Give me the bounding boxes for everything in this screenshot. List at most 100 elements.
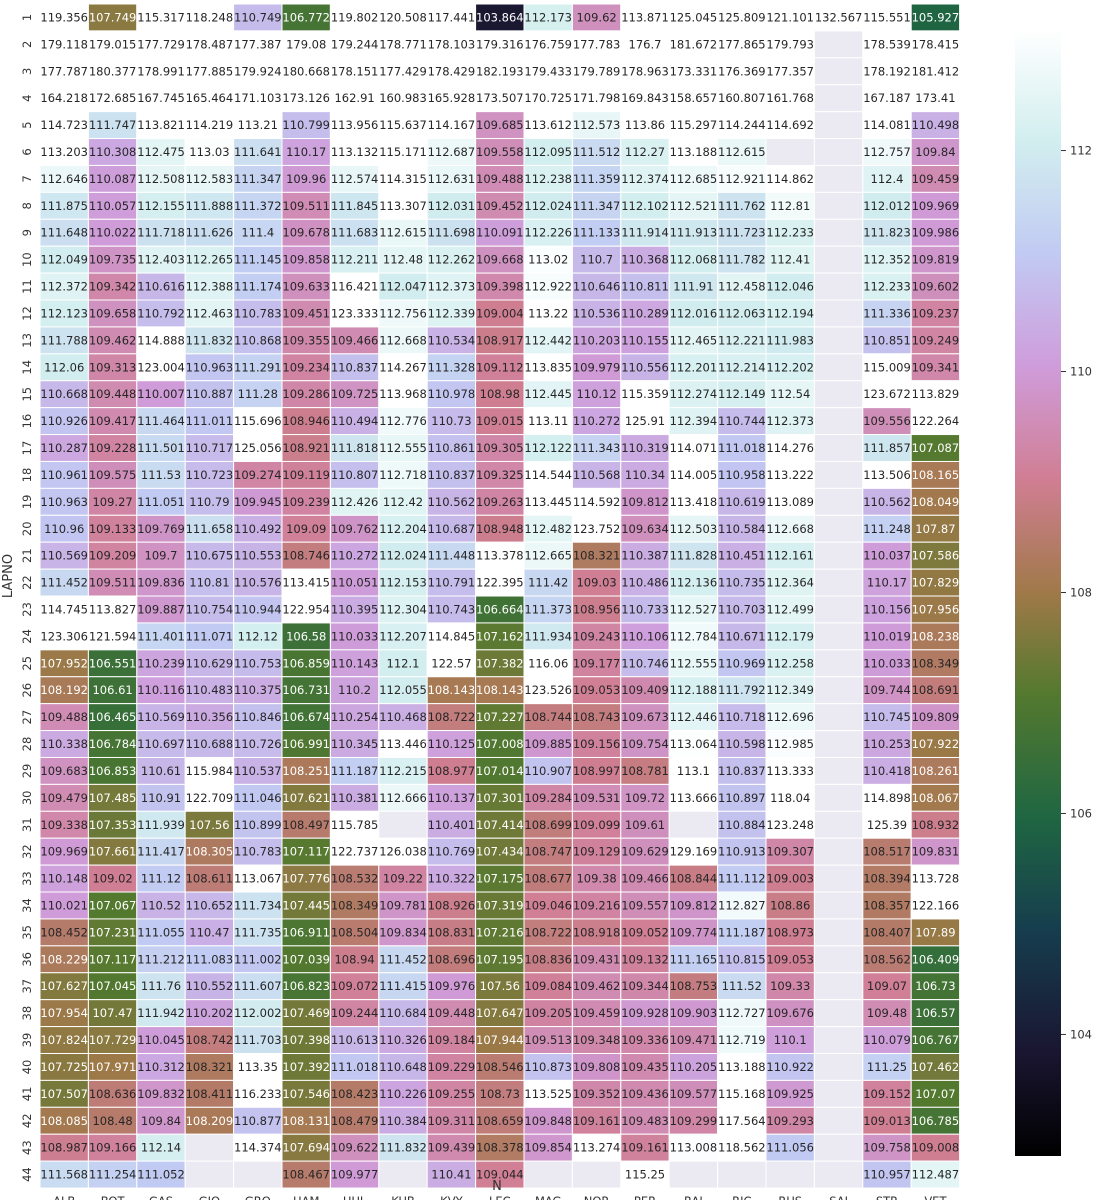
heatmap-cell — [281, 1079, 331, 1108]
heatmap-cell — [39, 649, 89, 678]
cell-value-label: 109.299 — [670, 1114, 718, 1128]
x-tick-label: HUL — [343, 1194, 367, 1200]
heatmap-cell — [136, 1052, 186, 1081]
cell-value-label: 114.692 — [766, 118, 814, 132]
heatmap-cell — [184, 30, 235, 59]
cell-value-label: 112.685 — [670, 172, 718, 186]
cell-value-label: 118.248 — [186, 10, 234, 24]
heatmap-cell — [571, 1052, 622, 1081]
heatmap-cell — [87, 353, 138, 382]
heatmap-cell — [87, 999, 138, 1028]
y-tick-label: 42 — [20, 1113, 34, 1128]
heatmap-cells: 119.356 107.749 115.317 118.248 110.749 106.7… — [39, 3, 961, 1189]
cell-value-label: 112.095 — [524, 145, 572, 159]
cell-value-label: 107.507 — [40, 1087, 88, 1101]
heatmap-cell — [862, 810, 912, 839]
heatmap-cell — [136, 434, 186, 462]
heatmap-cell — [281, 380, 331, 409]
heatmap-cell — [426, 84, 477, 113]
cell-value-label: 106.853 — [89, 764, 137, 778]
cell-value-label: 111.91 — [673, 280, 713, 294]
cell-value-label: 109.336 — [621, 1033, 669, 1047]
heatmap-cell — [39, 945, 89, 974]
x-tick-label: SAI — [829, 1194, 848, 1200]
cell-value-label: 109.417 — [89, 414, 137, 428]
cell-value-label: 109.133 — [89, 522, 137, 536]
cell-value-label: 109.352 — [573, 1087, 621, 1101]
y-tick-label: 4 — [20, 95, 34, 102]
cell-value-label: 113.821 — [137, 118, 185, 132]
cell-value-label: 112.049 — [40, 253, 88, 267]
heatmap-cell — [475, 326, 525, 355]
cell-value-label: 114.888 — [137, 333, 185, 347]
cell-value-label: 115.359 — [621, 387, 669, 401]
cell-value-label: 113.829 — [912, 387, 960, 401]
heatmap-cell — [426, 783, 477, 812]
y-tick-label: 24 — [20, 629, 34, 644]
heatmap-cell — [184, 568, 235, 597]
cell-value-label: 112.202 — [766, 360, 814, 374]
cell-value-label: 109.255 — [428, 1087, 476, 1101]
heatmap-cell — [717, 810, 767, 839]
cell-value-label: 111.53 — [141, 468, 181, 482]
heatmap-cell — [910, 676, 961, 705]
cell-value-label: 106.767 — [912, 1033, 960, 1047]
cell-value-label: 114.592 — [573, 495, 621, 509]
cell-value-label: 115.317 — [137, 10, 185, 24]
cell-value-label: 110.837 — [331, 360, 379, 374]
cell-value-label: 112.776 — [379, 414, 427, 428]
cell-value-label: 109.676 — [766, 1006, 814, 1020]
heatmap-cell — [233, 1160, 283, 1189]
heatmap-cell — [668, 245, 719, 274]
cell-value-label: 112.002 — [234, 1006, 282, 1020]
cell-value-label: 109.48 — [867, 1006, 907, 1020]
heatmap-cell — [184, 164, 235, 193]
cell-value-label: 109.774 — [670, 925, 718, 939]
heatmap-cell — [136, 837, 186, 866]
cell-value-label: 112.136 — [670, 576, 718, 590]
heatmap-cell — [668, 676, 719, 705]
heatmap-cell — [136, 111, 186, 140]
cell-value-label: 108.497 — [282, 818, 330, 832]
cell-value-label: 118.04 — [770, 791, 810, 805]
cell-value-label: 110.861 — [428, 441, 476, 455]
cell-value-label: 109.07 — [867, 979, 907, 993]
heatmap-cell — [910, 111, 961, 140]
heatmap-cell — [475, 1106, 525, 1135]
cell-value-label: 112.122 — [524, 441, 572, 455]
heatmap-cell — [136, 191, 186, 220]
cell-value-label: 111.648 — [40, 226, 88, 240]
heatmap-cell — [813, 514, 864, 543]
heatmap-cell — [668, 1133, 719, 1162]
cell-value-label: 167.745 — [137, 91, 185, 105]
cell-value-label: 108.562 — [863, 952, 911, 966]
cell-value-label: 111.792 — [718, 683, 766, 697]
heatmap-cell — [571, 138, 622, 166]
heatmap-cell — [426, 1079, 477, 1108]
cell-value-label: 110.569 — [40, 549, 88, 563]
y-tick-label: 15 — [20, 387, 34, 402]
heatmap-cell — [378, 138, 428, 166]
heatmap-cell — [813, 810, 864, 839]
cell-value-label: 110.384 — [379, 1114, 427, 1128]
cell-value-label: 109.448 — [89, 387, 137, 401]
heatmap-cell — [910, 164, 961, 193]
cell-value-label: 123.526 — [524, 683, 572, 697]
cell-value-label: 108.517 — [863, 845, 911, 859]
cell-value-label: 129.169 — [670, 845, 718, 859]
cell-value-label: 111.512 — [573, 145, 621, 159]
heatmap-cell — [281, 84, 331, 113]
heatmap-cell — [39, 1160, 89, 1189]
cell-value-label: 110.205 — [670, 1060, 718, 1074]
heatmap-cell — [910, 837, 961, 866]
cell-value-label: 111.359 — [573, 172, 621, 186]
heatmap-cell — [910, 999, 961, 1028]
cell-value-label: 109.209 — [89, 549, 137, 563]
cell-value-label: 112.215 — [379, 764, 427, 778]
heatmap-cell — [765, 595, 815, 624]
heatmap-cell — [765, 918, 815, 947]
heatmap-cell — [620, 756, 670, 785]
cell-value-label: 114.862 — [766, 172, 814, 186]
cell-value-label: 111.788 — [40, 333, 88, 347]
heatmap-cell — [620, 326, 670, 355]
